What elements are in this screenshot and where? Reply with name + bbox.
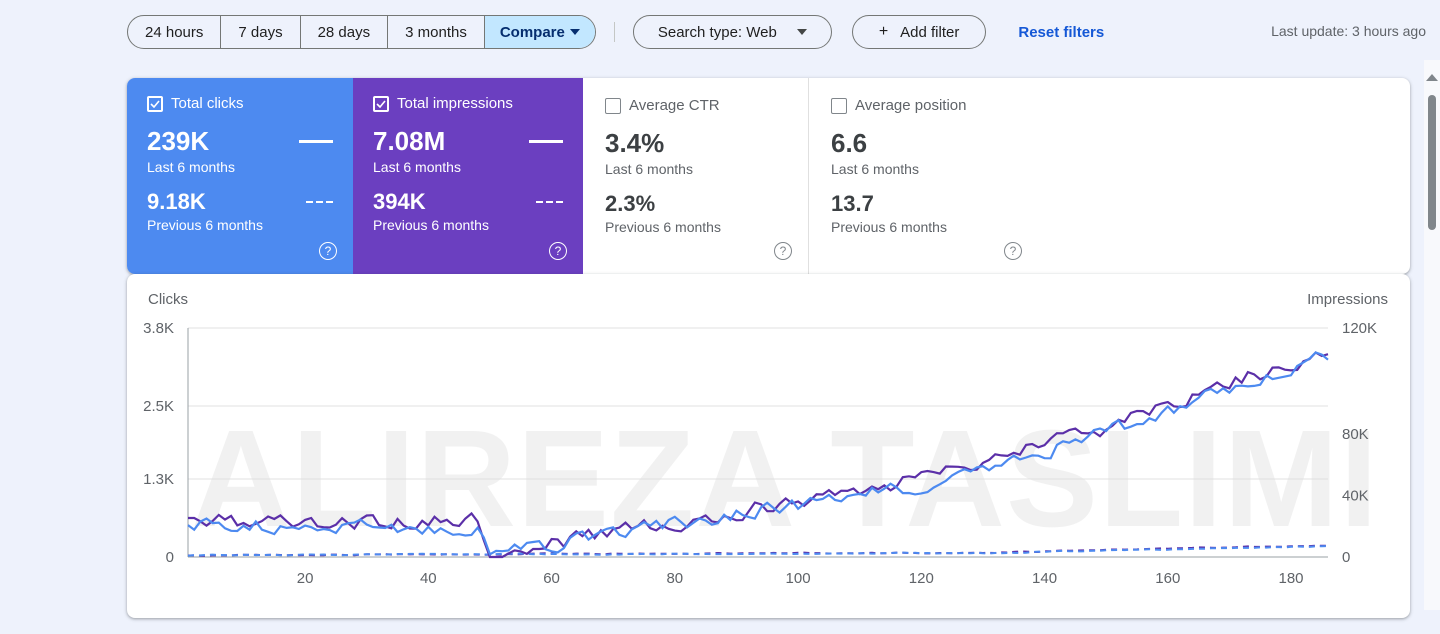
svg-text:80K: 80K [1342, 426, 1369, 443]
svg-text:80: 80 [666, 570, 683, 587]
svg-text:60: 60 [543, 570, 560, 587]
svg-text:120: 120 [909, 570, 934, 587]
svg-text:0: 0 [166, 549, 174, 566]
svg-text:120K: 120K [1342, 320, 1377, 337]
svg-text:180: 180 [1279, 570, 1304, 587]
svg-text:40: 40 [420, 570, 437, 587]
svg-text:20: 20 [297, 570, 314, 587]
svg-text:0: 0 [1342, 549, 1350, 566]
svg-text:160: 160 [1155, 570, 1180, 587]
svg-text:40K: 40K [1342, 488, 1369, 505]
svg-text:140: 140 [1032, 570, 1057, 587]
svg-text:3.8K: 3.8K [143, 320, 174, 337]
svg-text:100: 100 [786, 570, 811, 587]
svg-text:Clicks: Clicks [148, 291, 188, 308]
svg-text:1.3K: 1.3K [143, 471, 174, 488]
svg-text:2.5K: 2.5K [143, 398, 174, 415]
svg-text:Impressions: Impressions [1307, 291, 1388, 308]
